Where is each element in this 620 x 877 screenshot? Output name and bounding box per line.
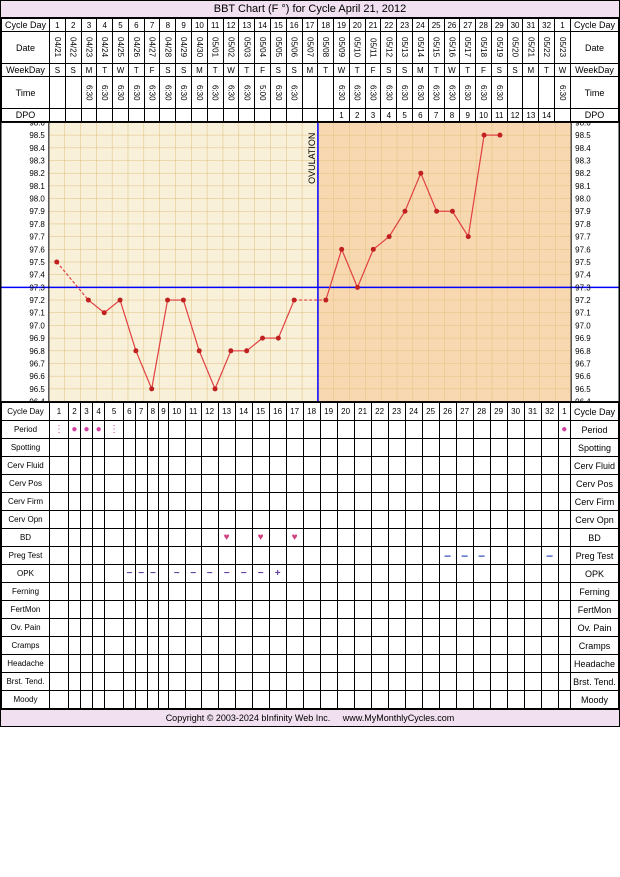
svg-text:97.0: 97.0 — [575, 321, 591, 330]
svg-text:96.8: 96.8 — [575, 347, 591, 356]
svg-text:98.3: 98.3 — [575, 157, 591, 166]
svg-text:98.2: 98.2 — [575, 169, 591, 178]
svg-text:96.5: 96.5 — [575, 385, 591, 394]
row-label: Date — [2, 32, 50, 64]
tracking-row-label: Ferning — [2, 583, 50, 601]
svg-text:97.9: 97.9 — [29, 207, 45, 216]
tracking-row-label: Ov. Pain — [2, 619, 50, 637]
svg-text:98.0: 98.0 — [575, 195, 591, 204]
temperature-chart: OVULATION98.698.698.598.598.498.498.398.… — [1, 122, 619, 402]
tracking-row-label: Preg Test — [2, 547, 50, 565]
tracking-row-label: Headache — [2, 655, 50, 673]
row-label: Cycle Day — [571, 19, 619, 32]
svg-text:97.4: 97.4 — [29, 271, 45, 280]
svg-text:96.5: 96.5 — [29, 385, 45, 394]
svg-text:96.6: 96.6 — [575, 372, 591, 381]
row-label: Cycle Day — [2, 19, 50, 32]
svg-text:97.5: 97.5 — [29, 258, 45, 267]
tracking-row-label: OPK — [2, 565, 50, 583]
row-label: Date — [571, 32, 619, 64]
tracking-row-label: Cramps — [2, 637, 50, 655]
svg-text:96.7: 96.7 — [29, 359, 45, 368]
svg-text:98.3: 98.3 — [29, 157, 45, 166]
svg-text:98.5: 98.5 — [29, 131, 45, 140]
chart-title: BBT Chart (F °) for Cycle April 21, 2012 — [1, 1, 619, 18]
svg-text:96.8: 96.8 — [29, 347, 45, 356]
svg-text:98.2: 98.2 — [29, 169, 45, 178]
tracking-row-label: Cerv Pos — [2, 475, 50, 493]
tracking-row-label: Moody — [2, 691, 50, 709]
svg-text:97.7: 97.7 — [29, 233, 45, 242]
tracking-row-label: Spotting — [2, 439, 50, 457]
svg-text:97.3: 97.3 — [575, 283, 591, 292]
svg-text:98.5: 98.5 — [575, 131, 591, 140]
row-label: Cycle Day — [2, 403, 50, 421]
row-label: WeekDay — [2, 64, 50, 77]
svg-text:97.0: 97.0 — [29, 321, 45, 330]
copyright-text: Copyright © 2003-2024 bInfinity Web Inc. — [166, 713, 331, 723]
tracking-row-label: FertMon — [2, 601, 50, 619]
svg-text:96.9: 96.9 — [575, 334, 591, 343]
svg-text:97.2: 97.2 — [575, 296, 591, 305]
row-label: Cycle Day — [571, 403, 619, 421]
tracking-row-label: Brst. Tend. — [2, 673, 50, 691]
row-label: DPO — [2, 109, 50, 122]
tracking-row-label: BD — [2, 529, 50, 547]
svg-text:98.0: 98.0 — [29, 195, 45, 204]
svg-text:96.7: 96.7 — [575, 359, 591, 368]
row-label: Time — [2, 77, 50, 109]
svg-text:97.6: 97.6 — [29, 245, 45, 254]
svg-text:97.9: 97.9 — [575, 207, 591, 216]
svg-text:98.4: 98.4 — [575, 144, 591, 153]
svg-text:96.6: 96.6 — [29, 372, 45, 381]
svg-text:97.1: 97.1 — [29, 309, 45, 318]
svg-text:98.1: 98.1 — [29, 182, 45, 191]
svg-text:97.3: 97.3 — [29, 283, 45, 292]
svg-text:97.4: 97.4 — [575, 271, 591, 280]
svg-text:97.8: 97.8 — [575, 220, 591, 229]
tracking-table: Cycle Day1234567891011121314151617181920… — [1, 402, 619, 709]
svg-text:96.9: 96.9 — [29, 334, 45, 343]
svg-text:97.6: 97.6 — [575, 245, 591, 254]
tracking-row-label: Cerv Fluid — [2, 457, 50, 475]
tracking-row-label: Period — [2, 421, 50, 439]
row-label: DPO — [571, 109, 619, 122]
svg-text:97.8: 97.8 — [29, 220, 45, 229]
svg-text:97.5: 97.5 — [575, 258, 591, 267]
bbt-chart: BBT Chart (F °) for Cycle April 21, 2012… — [0, 0, 620, 727]
svg-text:OVULATION: OVULATION — [307, 133, 317, 184]
chart-area: OVULATION98.698.698.598.598.498.498.398.… — [1, 122, 619, 402]
row-label: WeekDay — [571, 64, 619, 77]
svg-text:98.1: 98.1 — [575, 182, 591, 191]
svg-text:97.1: 97.1 — [575, 309, 591, 318]
svg-text:98.4: 98.4 — [29, 144, 45, 153]
row-label: Time — [571, 77, 619, 109]
header-table: Cycle Day1234567891011121314151617181920… — [1, 18, 619, 122]
footer: Copyright © 2003-2024 bInfinity Web Inc.… — [1, 709, 619, 726]
svg-text:97.7: 97.7 — [575, 233, 591, 242]
tracking-row-label: Cerv Firm — [2, 493, 50, 511]
footer-url: www.MyMonthlyCycles.com — [343, 713, 455, 723]
tracking-row-label: Cerv Opn — [2, 511, 50, 529]
svg-text:97.2: 97.2 — [29, 296, 45, 305]
